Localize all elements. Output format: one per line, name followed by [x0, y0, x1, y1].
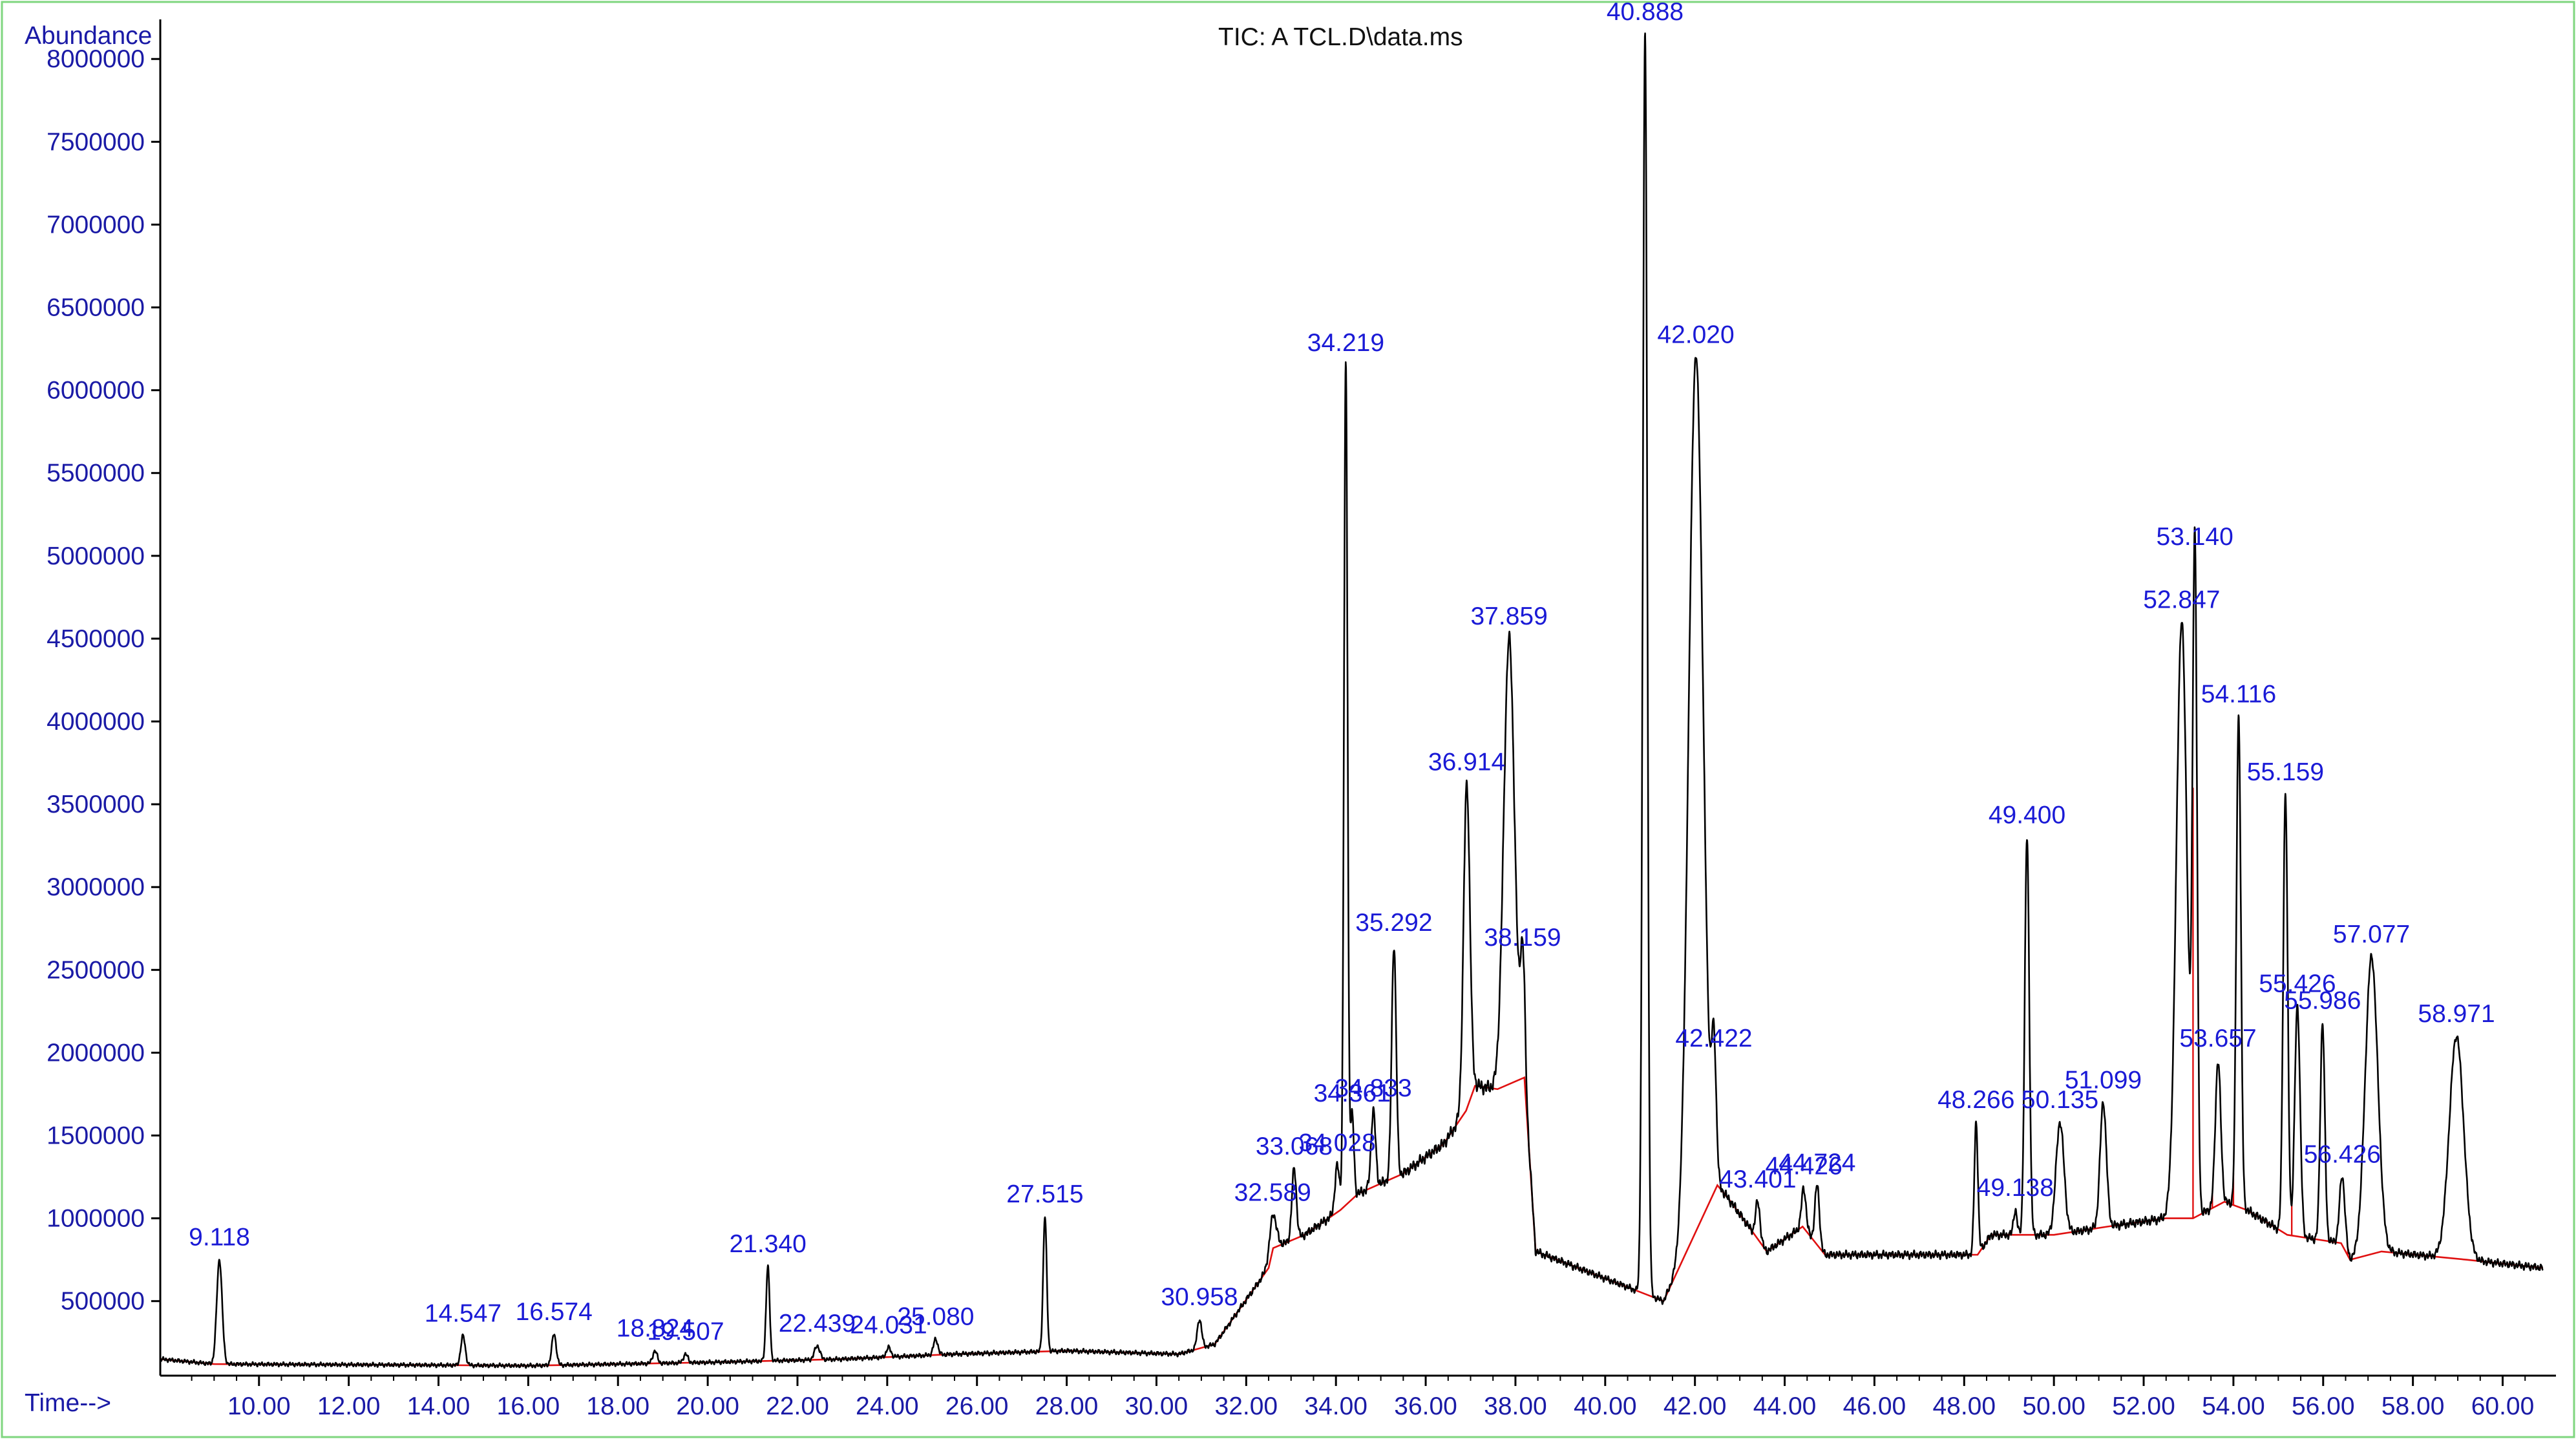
- x-tick-label: 42.00: [1663, 1392, 1727, 1420]
- peak-label: 51.099: [2065, 1066, 2142, 1094]
- peak-label: 43.401: [1719, 1166, 1796, 1193]
- trace-layer: [160, 32, 2544, 1369]
- peak-label: 36.914: [1428, 748, 1505, 776]
- x-tick-label: 30.00: [1125, 1392, 1188, 1420]
- peak-label: 22.439: [779, 1310, 856, 1338]
- x-tick-label: 54.00: [2202, 1392, 2265, 1420]
- x-tick-label: 48.00: [1932, 1392, 1996, 1420]
- peak-label: 52.847: [2143, 586, 2220, 613]
- y-tick-label: 1000000: [47, 1205, 145, 1233]
- x-tick-label: 46.00: [1843, 1392, 1906, 1420]
- peak-label: 34.361: [1314, 1080, 1391, 1107]
- x-tick-label: 50.00: [2022, 1392, 2085, 1420]
- y-tick-label: 6000000: [47, 377, 145, 405]
- y-tick-label: 7500000: [47, 128, 145, 156]
- peak-label: 32.589: [1234, 1178, 1311, 1206]
- peak-label: 38.159: [1484, 924, 1561, 952]
- peak-label: 57.077: [2333, 921, 2410, 948]
- peak-label: 16.574: [516, 1298, 593, 1326]
- x-tick-label: 60.00: [2471, 1392, 2535, 1420]
- x-tick-label: 18.00: [586, 1392, 649, 1420]
- x-tick-label: 58.00: [2381, 1392, 2445, 1420]
- x-tick-label: 10.00: [227, 1392, 291, 1420]
- x-tick-label: 14.00: [407, 1392, 470, 1420]
- tick-labels: 500000 1000000 1500000 2000000 2500000 300000…: [47, 45, 2534, 1420]
- peak-label: 18.824: [617, 1315, 693, 1343]
- peak-label: 34.028: [1298, 1129, 1375, 1157]
- y-tick-label: 6500000: [47, 294, 145, 322]
- y-tick-label: 5500000: [47, 460, 145, 487]
- peak-label: 27.515: [1006, 1180, 1083, 1208]
- peak-label: 21.340: [730, 1230, 807, 1258]
- x-axis-title: Time-->: [25, 1389, 111, 1417]
- peak-label: 42.422: [1675, 1025, 1752, 1052]
- peak-label: 44.724: [1779, 1149, 1855, 1177]
- chart-title: TIC: A TCL.D\data.ms: [1218, 23, 1463, 51]
- peak-label: 58.971: [2418, 1000, 2495, 1028]
- x-tick-label: 24.00: [856, 1392, 919, 1420]
- peak-label: 50.135: [2022, 1086, 2098, 1114]
- peak-label: 53.140: [2157, 523, 2233, 551]
- peak-label: 34.219: [1307, 329, 1384, 357]
- x-tick-label: 56.00: [2292, 1392, 2355, 1420]
- y-tick-label: 3000000: [47, 873, 145, 901]
- peak-label: 44.426: [1765, 1152, 1842, 1180]
- peak-label: 53.657: [2179, 1025, 2256, 1052]
- y-tick-label: 3500000: [47, 791, 145, 818]
- peak-label: 49.400: [1989, 801, 2065, 829]
- peak-label: 55.986: [2284, 986, 2361, 1014]
- peak-label: 19.507: [647, 1318, 724, 1346]
- y-tick-label: 2500000: [47, 956, 145, 984]
- y-tick-label: 4000000: [47, 708, 145, 736]
- peak-label: 37.859: [1470, 602, 1547, 630]
- tic-trace: [160, 32, 2544, 1369]
- y-tick-label: 4500000: [47, 625, 145, 653]
- peak-label: 40.888: [1607, 0, 1684, 26]
- x-tick-label: 32.00: [1215, 1392, 1278, 1420]
- y-axis-title: Abundance: [25, 22, 152, 50]
- x-tick-label: 38.00: [1484, 1392, 1547, 1420]
- y-tick-label: 5000000: [47, 542, 145, 570]
- x-tick-label: 40.00: [1574, 1392, 1637, 1420]
- peak-label: 30.958: [1161, 1283, 1238, 1311]
- y-tick-label: 8000000: [47, 45, 145, 73]
- peak-label: 33.068: [1256, 1133, 1333, 1160]
- x-tick-label: 16.00: [497, 1392, 560, 1420]
- peak-label: 54.116: [2201, 680, 2276, 708]
- peak-label: 35.292: [1355, 909, 1432, 937]
- peak-label: 9.118: [189, 1224, 250, 1252]
- peak-label: 42.020: [1657, 321, 1734, 348]
- y-tick-label: 1500000: [47, 1122, 145, 1150]
- x-tick-label: 26.00: [945, 1392, 1009, 1420]
- y-tick-label: 500000: [61, 1288, 145, 1316]
- peak-label: 48.266: [1937, 1086, 2014, 1114]
- peak-label: 56.426: [2304, 1141, 2381, 1169]
- y-tick-label: 7000000: [47, 211, 145, 239]
- x-tick-label: 22.00: [766, 1392, 829, 1420]
- peak-label: 14.547: [425, 1300, 501, 1328]
- x-tick-label: 28.00: [1035, 1392, 1099, 1420]
- axes: [151, 19, 2556, 1386]
- x-tick-label: 12.00: [317, 1392, 381, 1420]
- peak-label: 24.031: [850, 1311, 927, 1339]
- x-tick-label: 52.00: [2112, 1392, 2175, 1420]
- x-tick-label: 34.00: [1304, 1392, 1367, 1420]
- peak-label: 25.080: [897, 1303, 974, 1331]
- x-tick-label: 44.00: [1753, 1392, 1817, 1420]
- peak-label: 55.426: [2259, 970, 2336, 998]
- y-tick-label: 2000000: [47, 1039, 145, 1067]
- x-tick-label: 36.00: [1394, 1392, 1457, 1420]
- x-tick-label: 20.00: [676, 1392, 739, 1420]
- peak-label: 34.833: [1335, 1074, 1411, 1102]
- peak-label: 55.159: [2247, 758, 2324, 786]
- peak-label: 49.138: [1977, 1174, 2054, 1202]
